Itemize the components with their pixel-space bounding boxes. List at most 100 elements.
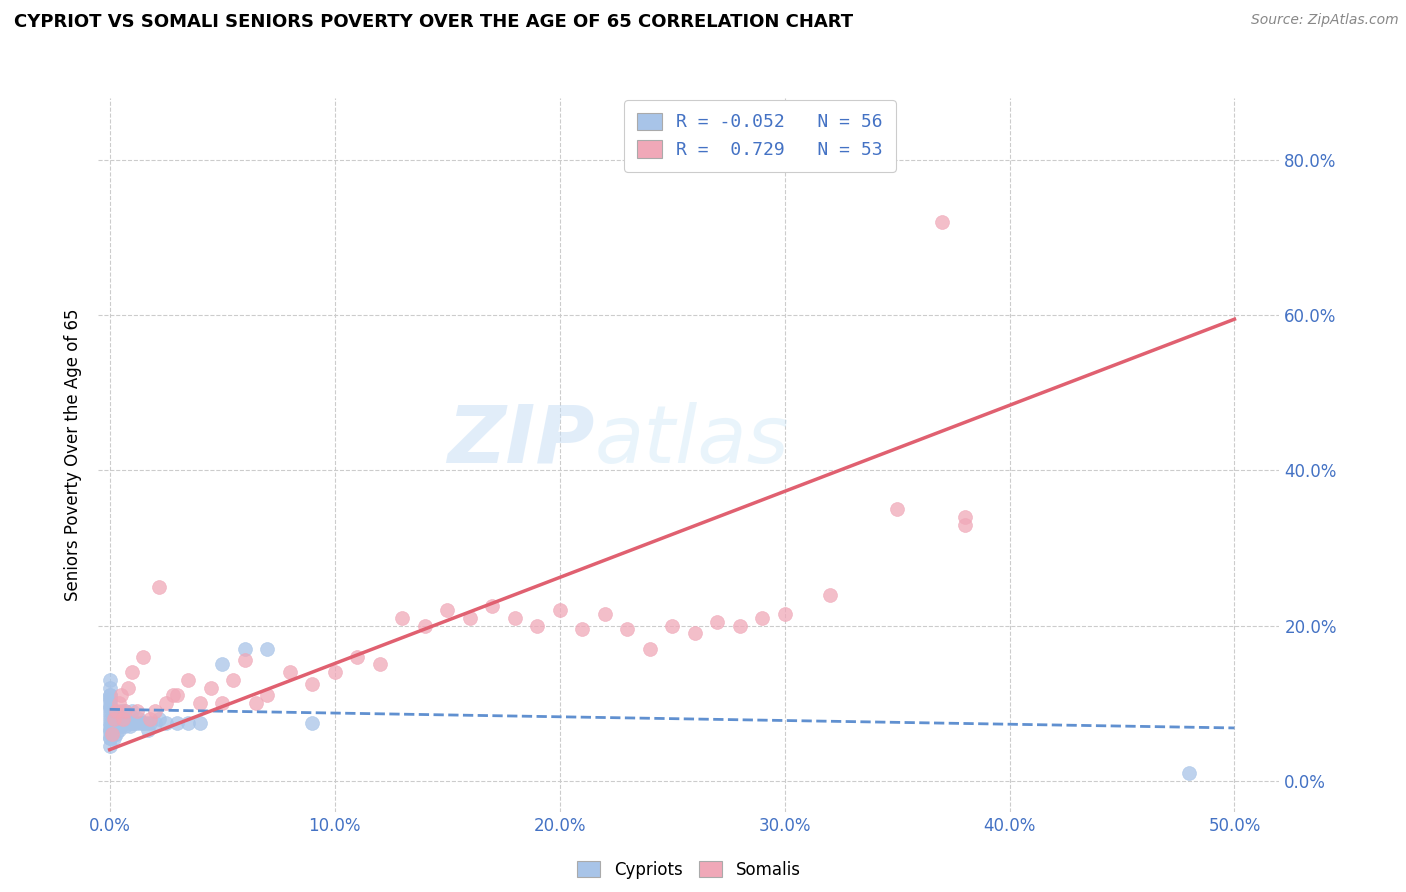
Point — [301, 677, 323, 691]
Point — [368, 657, 391, 672]
Point — [98, 712, 121, 726]
Point — [155, 715, 177, 730]
Point — [135, 715, 157, 730]
Point — [751, 611, 773, 625]
Point — [1178, 766, 1201, 780]
Point — [118, 707, 141, 722]
Point — [103, 731, 125, 745]
Point — [112, 715, 135, 730]
Point — [98, 673, 121, 687]
Point — [112, 707, 135, 722]
Point — [177, 715, 200, 730]
Point — [458, 611, 481, 625]
Point — [125, 704, 148, 718]
Point — [101, 727, 124, 741]
Point — [117, 681, 139, 695]
Text: atlas: atlas — [595, 401, 789, 480]
Y-axis label: Seniors Poverty Over the Age of 65: Seniors Poverty Over the Age of 65 — [65, 309, 83, 601]
Point — [110, 704, 132, 718]
Point — [110, 719, 132, 733]
Point — [98, 704, 121, 718]
Point — [98, 700, 121, 714]
Point — [391, 611, 413, 625]
Point — [188, 715, 211, 730]
Legend: Cypriots, Somalis: Cypriots, Somalis — [571, 855, 807, 886]
Point — [139, 712, 162, 726]
Point — [98, 700, 121, 714]
Point — [211, 696, 233, 710]
Point — [98, 681, 121, 695]
Point — [278, 665, 301, 679]
Point — [98, 731, 121, 745]
Point — [953, 517, 976, 532]
Point — [706, 615, 728, 629]
Point — [103, 712, 125, 726]
Point — [114, 704, 136, 718]
Point — [256, 641, 278, 656]
Point — [98, 739, 121, 753]
Point — [136, 723, 159, 738]
Point — [155, 696, 177, 710]
Point — [638, 641, 661, 656]
Point — [98, 723, 121, 738]
Point — [503, 611, 526, 625]
Point — [162, 689, 184, 703]
Point — [114, 704, 136, 718]
Point — [107, 696, 129, 710]
Point — [256, 689, 278, 703]
Point — [114, 719, 136, 733]
Point — [139, 715, 162, 730]
Point — [112, 712, 135, 726]
Point — [98, 689, 121, 703]
Point — [188, 696, 211, 710]
Point — [166, 715, 188, 730]
Point — [571, 623, 593, 637]
Point — [143, 704, 166, 718]
Point — [200, 681, 222, 695]
Point — [125, 715, 148, 730]
Point — [105, 712, 128, 726]
Point — [616, 623, 638, 637]
Point — [548, 603, 571, 617]
Point — [436, 603, 458, 617]
Point — [233, 641, 256, 656]
Point — [98, 731, 121, 745]
Point — [233, 653, 256, 667]
Point — [121, 665, 143, 679]
Point — [98, 707, 121, 722]
Point — [931, 215, 953, 229]
Point — [132, 715, 155, 730]
Point — [110, 689, 132, 703]
Point — [728, 618, 751, 632]
Point — [593, 607, 616, 621]
Point — [346, 649, 368, 664]
Point — [124, 715, 146, 730]
Point — [245, 696, 267, 710]
Point — [773, 607, 796, 621]
Point — [323, 665, 346, 679]
Point — [121, 704, 143, 718]
Point — [105, 727, 128, 741]
Point — [301, 715, 323, 730]
Point — [211, 657, 233, 672]
Point — [129, 715, 152, 730]
Point — [683, 626, 706, 640]
Point — [148, 580, 170, 594]
Point — [118, 719, 141, 733]
Point — [98, 692, 121, 706]
Point — [121, 715, 143, 730]
Point — [98, 689, 121, 703]
Point — [98, 692, 121, 706]
Point — [105, 704, 128, 718]
Point — [222, 673, 245, 687]
Point — [818, 588, 841, 602]
Point — [481, 599, 503, 614]
Point — [98, 727, 121, 741]
Point — [98, 723, 121, 738]
Point — [132, 649, 155, 664]
Text: ZIP: ZIP — [447, 401, 595, 480]
Point — [107, 707, 129, 722]
Point — [526, 618, 548, 632]
Point — [98, 715, 121, 730]
Point — [413, 618, 436, 632]
